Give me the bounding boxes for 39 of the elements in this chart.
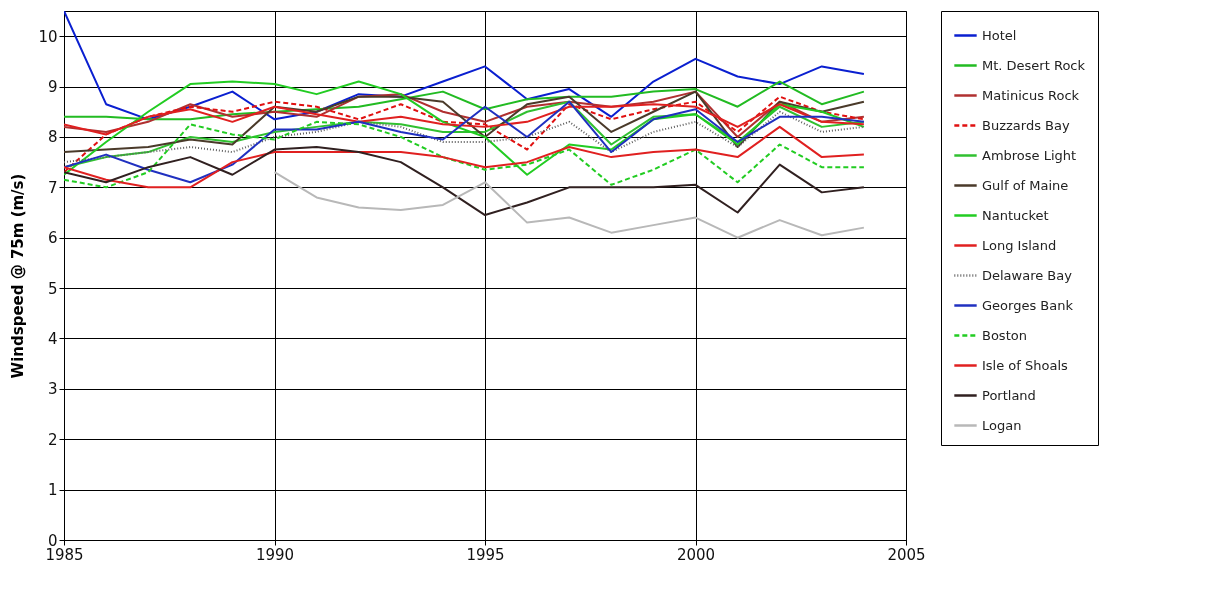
legend-label: Boston	[982, 327, 1027, 343]
legend-label: Delaware Bay	[982, 267, 1073, 283]
y-tick-label: 5	[47, 279, 58, 298]
y-tick-label: 9	[47, 78, 58, 97]
legend-label: Ambrose Light	[982, 147, 1077, 163]
legend-label: Isle of Shoals	[982, 357, 1069, 373]
y-tick-label: 10	[38, 27, 58, 46]
y-tick-label: 7	[47, 178, 58, 197]
x-tick-label: 1995	[466, 545, 505, 564]
line-series	[64, 100, 865, 184]
y-tick-label: 2	[47, 430, 58, 449]
legend-label: Logan	[982, 417, 1022, 433]
y-tick-label: 1	[47, 481, 58, 500]
legend-label: Buzzards Bay	[982, 117, 1070, 133]
line-series	[64, 90, 865, 154]
legend-label: Matinicus Rock	[982, 87, 1080, 103]
y-tick-label: 3	[47, 380, 58, 399]
line-series	[64, 80, 865, 121]
line-series	[64, 146, 865, 217]
x-tick-label: 1990	[255, 545, 295, 564]
y-axis-title: Windspeed @ 75m (m/s)	[9, 173, 28, 379]
legend-label: Mt. Desert Rock	[982, 57, 1086, 73]
y-tick-label: 6	[47, 229, 58, 248]
y-tick-label: 8	[47, 128, 58, 147]
legend-label: Gulf of Maine	[982, 177, 1069, 193]
legend-label: Portland	[982, 387, 1036, 403]
legend-label: Long Island	[982, 237, 1057, 253]
x-tick-label: 2005	[887, 545, 926, 564]
line-series	[273, 171, 865, 239]
line-series	[64, 103, 865, 136]
y-tick-label: 4	[47, 329, 58, 348]
legend-label: Georges Bank	[982, 297, 1074, 313]
line-series	[64, 11, 865, 121]
legend-label: Nantucket	[982, 207, 1049, 223]
line-series	[64, 90, 865, 138]
line-series	[64, 110, 865, 164]
x-tick-label: 1985	[45, 545, 84, 564]
legend-label: Hotel	[982, 27, 1017, 43]
x-tick-label: 2000	[676, 545, 716, 564]
